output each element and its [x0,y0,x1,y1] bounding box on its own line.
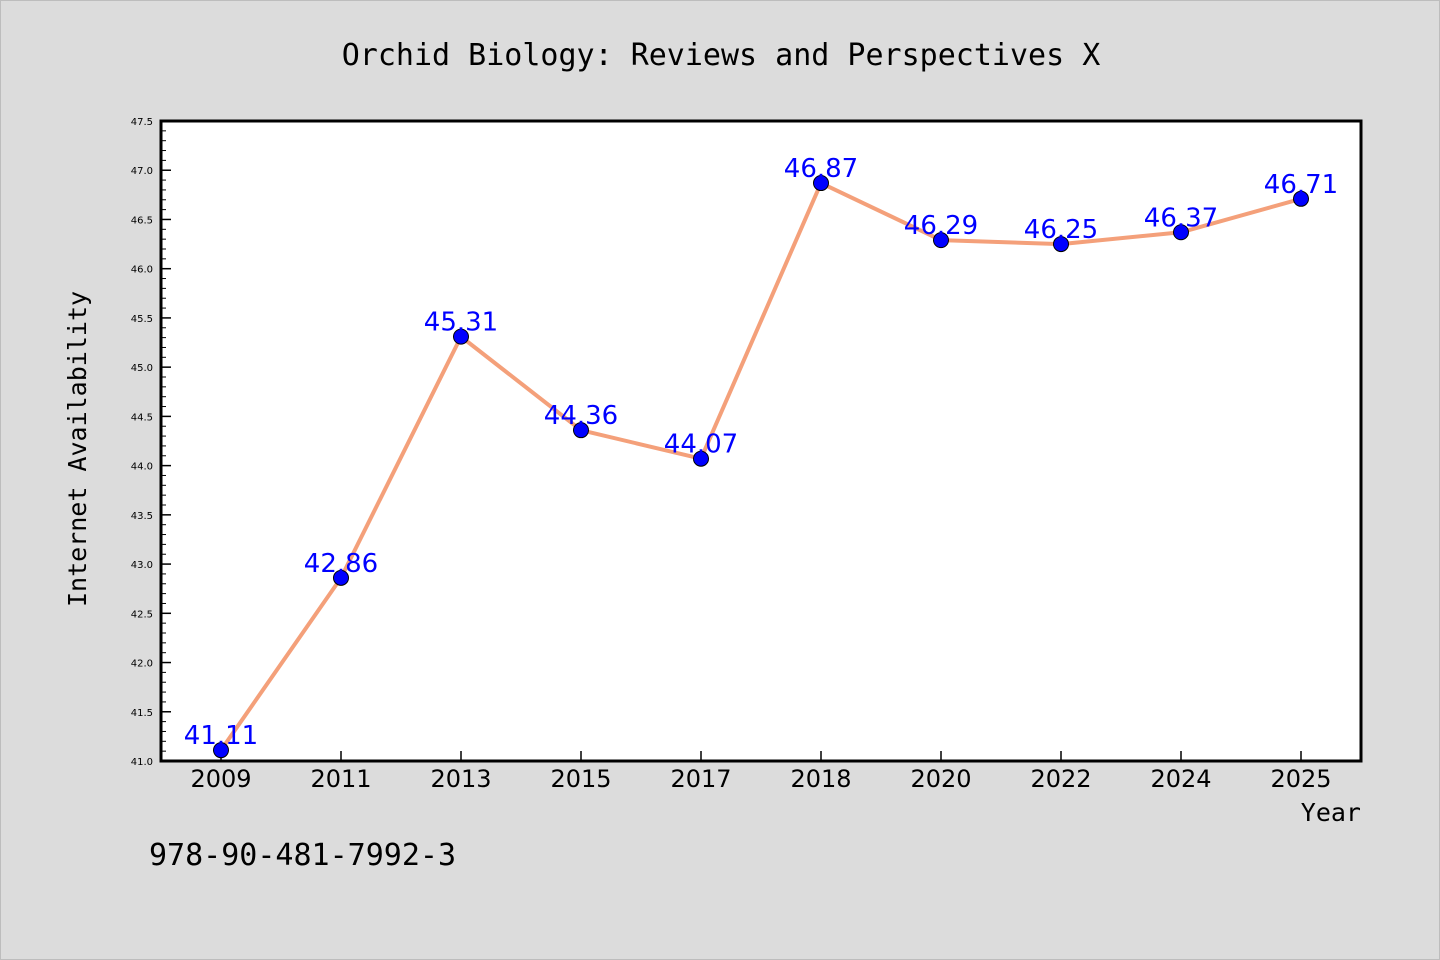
x-tick-label: 2025 [1270,765,1331,793]
x-axis-ticks: 2009 2011 2013 2015 2017 2018 2020 2022 2024 2025 [190,751,1332,793]
data-label: 42.86 [304,549,378,579]
y-tick-label: 42.0 [131,659,153,670]
series-line-group [219,181,1303,753]
plot-area [161,121,1361,761]
y-axis-ticks: 41.0 41.5 42.0 42.5 43.0 43.5 44.0 44.5 45.0 45.5… [131,117,171,768]
x-tick-label: 2024 [1150,765,1211,793]
y-tick-label: 47.0 [131,166,153,177]
data-label: 46.37 [1144,203,1218,233]
data-point [1173,224,1189,241]
x-tick-label: 2020 [910,765,971,793]
data-label: 45.31 [424,308,498,338]
data-label: 41.11 [184,721,258,751]
data-point [573,422,589,439]
data-label: 44.07 [664,430,738,460]
data-point [213,742,229,759]
y-tick-label: 45.5 [131,314,153,325]
isbn-text: 978-90-481-7992-3 [149,838,456,873]
data-point [333,569,349,586]
x-tick-label: 2013 [430,765,491,793]
data-point [453,328,469,345]
x-tick-label: 2018 [790,765,851,793]
series-line [219,181,1303,753]
y-tick-label: 46.5 [131,215,153,226]
data-label: 46.25 [1024,215,1098,245]
y-tick-label: 43.0 [131,560,153,571]
x-tick-label: 2015 [550,765,611,793]
data-point [1293,190,1309,207]
x-tick-label: 2009 [190,765,251,793]
data-point [1053,236,1069,253]
y-tick-label: 47.5 [131,117,153,128]
x-tick-label: 2011 [310,765,371,793]
data-point [933,232,949,249]
data-label: 46.71 [1264,170,1338,200]
data-label: 46.87 [784,154,858,184]
y-tick-label: 45.0 [131,363,153,374]
data-label: 46.29 [904,211,978,241]
data-label: 44.36 [544,401,618,431]
series-points-group [213,175,1309,759]
y-tick-label: 46.0 [131,265,153,276]
data-point [693,450,709,467]
chart-title: Orchid Biology: Reviews and Perspectives… [342,38,1101,73]
y-axis-label: Internet Availability [63,291,92,607]
y-tick-label: 44.0 [131,462,153,473]
y-tick-label: 41.5 [131,708,153,719]
plot-frame [159,119,1363,763]
data-point [813,175,829,192]
x-axis-label: Year [1301,798,1361,827]
x-tick-label: 2017 [670,765,731,793]
data-labels-group: 41.11 42.86 45.31 44.36 44.07 46.87 46.29 46.25… [184,154,1338,751]
y-tick-label: 43.5 [131,511,153,522]
y-tick-label: 42.5 [131,609,153,620]
y-tick-label: 41.0 [131,757,153,768]
x-tick-label: 2022 [1030,765,1091,793]
y-tick-label: 44.5 [131,412,153,423]
